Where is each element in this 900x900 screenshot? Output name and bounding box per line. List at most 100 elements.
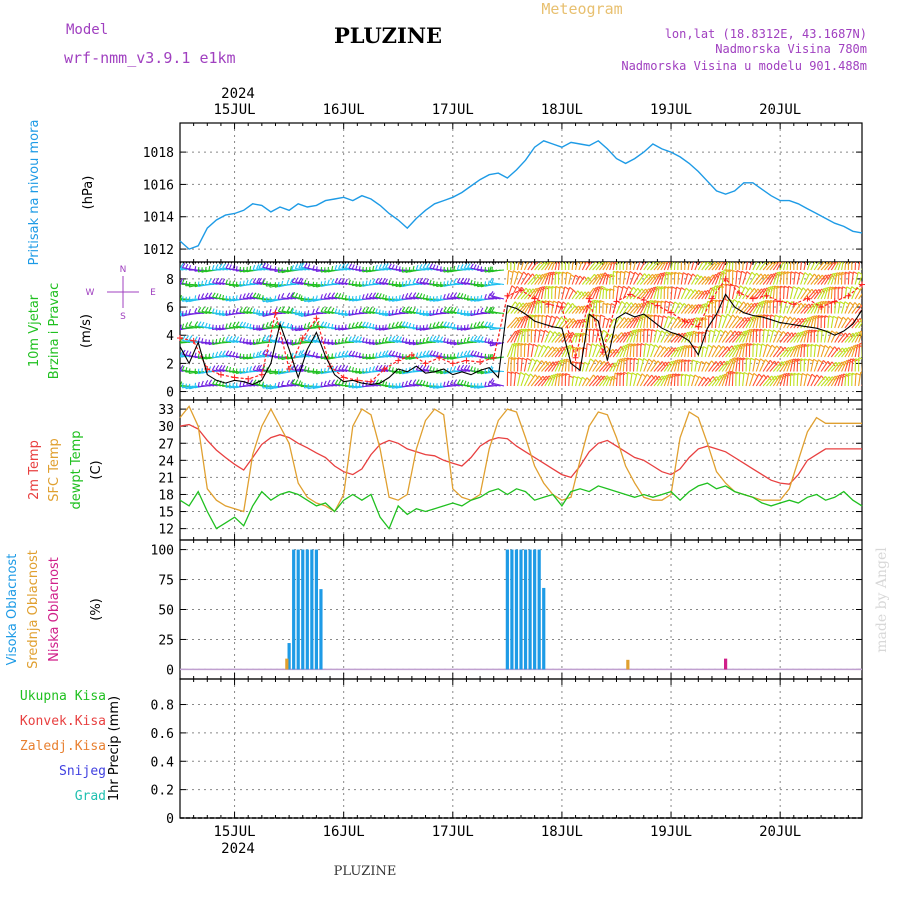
- wind-barb-flag: [289, 266, 293, 272]
- wind-barb-flag: [618, 257, 623, 259]
- wind-barb: [837, 360, 845, 372]
- wind-barb: [585, 343, 588, 358]
- wind-barb: [464, 354, 474, 358]
- wind-barb: [779, 315, 786, 329]
- wind-barb: [786, 286, 790, 300]
- wind-barb: [409, 296, 419, 300]
- wind-barb: [800, 288, 809, 300]
- wind-barb: [399, 325, 409, 329]
- wind-barb-flag: [473, 309, 476, 315]
- wind-barb-flag: [232, 321, 236, 327]
- wind-barb: [752, 301, 761, 314]
- wind-barb: [629, 287, 639, 300]
- wind-barb-flag: [797, 286, 803, 291]
- wind-barb: [701, 276, 710, 285]
- wind-barb: [824, 262, 833, 271]
- wind-barb-flag: [491, 306, 495, 312]
- compass-south: S: [120, 312, 126, 322]
- wind-barb: [827, 273, 834, 285]
- wind-barb: [585, 262, 592, 271]
- wind-barb-flag: [740, 256, 745, 258]
- wind-barb: [663, 315, 669, 329]
- wind-barb: [605, 274, 609, 285]
- wind-barb: [783, 262, 786, 271]
- wind-barb: [491, 341, 501, 345]
- wind-barb: [352, 339, 361, 344]
- wind-barb-flag: [200, 338, 204, 344]
- wind-barb-flag: [239, 307, 243, 313]
- wind-barb-flag: [208, 379, 213, 385]
- wind-barb-flag: [180, 278, 181, 279]
- wind-barb: [564, 272, 568, 285]
- wind-barb: [362, 311, 372, 315]
- wind-barb: [473, 326, 484, 329]
- wind-barb: [745, 262, 748, 271]
- wind-barb-flag: [358, 352, 361, 358]
- wind-barb-flag: [180, 365, 184, 370]
- wind-barb: [530, 262, 538, 271]
- wind-barb: [513, 372, 517, 387]
- wind-barb-flag: [344, 278, 348, 284]
- wind-barb-flag: [358, 382, 361, 388]
- wind-barb: [365, 297, 375, 300]
- wind-barb: [331, 282, 341, 286]
- wind-barb-flag: [201, 368, 203, 374]
- wind-barb: [266, 338, 280, 344]
- wind-barb: [769, 361, 779, 372]
- wind-barb: [762, 273, 772, 285]
- wind-barb: [426, 385, 436, 388]
- wind-barb-flag: [291, 308, 295, 314]
- wind-barb-flag: [484, 307, 488, 312]
- wind-barb: [446, 384, 457, 387]
- wind-barb-flag: [334, 278, 339, 283]
- wind-barb: [527, 273, 537, 285]
- wind-barb: [847, 345, 855, 358]
- wind-barb: [772, 262, 780, 271]
- wind-barb-flag: [480, 295, 483, 301]
- wind-barb: [766, 375, 776, 387]
- wind-barb: [372, 282, 382, 286]
- wind-barb-flag: [422, 337, 425, 343]
- wind-barb-flag: [528, 343, 534, 347]
- wind-barb-flag: [281, 292, 285, 298]
- wind-barb-flag: [449, 339, 452, 345]
- wind-barb-flag: [262, 335, 266, 341]
- top-day-label: 15JUL: [213, 102, 255, 118]
- side-label: Srednja Oblacnost: [26, 550, 41, 669]
- wind-barb-flag: [663, 315, 668, 319]
- wind-barb: [752, 329, 755, 343]
- wind-barb: [776, 374, 783, 387]
- wind-barb-flag: [429, 296, 431, 302]
- wind-barb: [575, 376, 579, 387]
- wind-barb-flag: [365, 322, 369, 328]
- wind-barb-flag: [327, 339, 330, 345]
- wind-barb-flag: [449, 306, 454, 312]
- wind-barb-flag: [412, 265, 415, 272]
- wind-barb-flag: [307, 310, 310, 316]
- wind-barb: [541, 262, 549, 271]
- wind-barb: [215, 268, 225, 271]
- wind-barb: [653, 329, 658, 343]
- wind-barb: [776, 262, 782, 271]
- wind-barb-flag: [408, 322, 412, 328]
- wind-barb: [837, 316, 844, 329]
- wind-barb-flag: [487, 293, 491, 299]
- wind-barb-flag: [378, 309, 381, 315]
- wind-barb: [639, 262, 646, 271]
- wind-barb-flag: [331, 292, 336, 298]
- wind-barb: [810, 274, 820, 285]
- wind-barb-flag: [439, 307, 443, 313]
- wind-barb: [742, 302, 752, 314]
- wind-barb-flag: [212, 379, 216, 385]
- wind-barb: [592, 344, 598, 358]
- wind-barb-flag: [599, 299, 605, 303]
- wind-barb-flag: [172, 379, 175, 383]
- wind-barb: [748, 315, 756, 329]
- wind-barb: [810, 315, 815, 329]
- wind-barb-flag: [856, 257, 861, 259]
- wind-barb: [807, 289, 817, 300]
- wind-barb-flag: [391, 322, 395, 328]
- bottom-day-label: 16JUL: [323, 824, 365, 840]
- wind-barb: [803, 303, 813, 314]
- wind-barb-flag: [534, 314, 540, 318]
